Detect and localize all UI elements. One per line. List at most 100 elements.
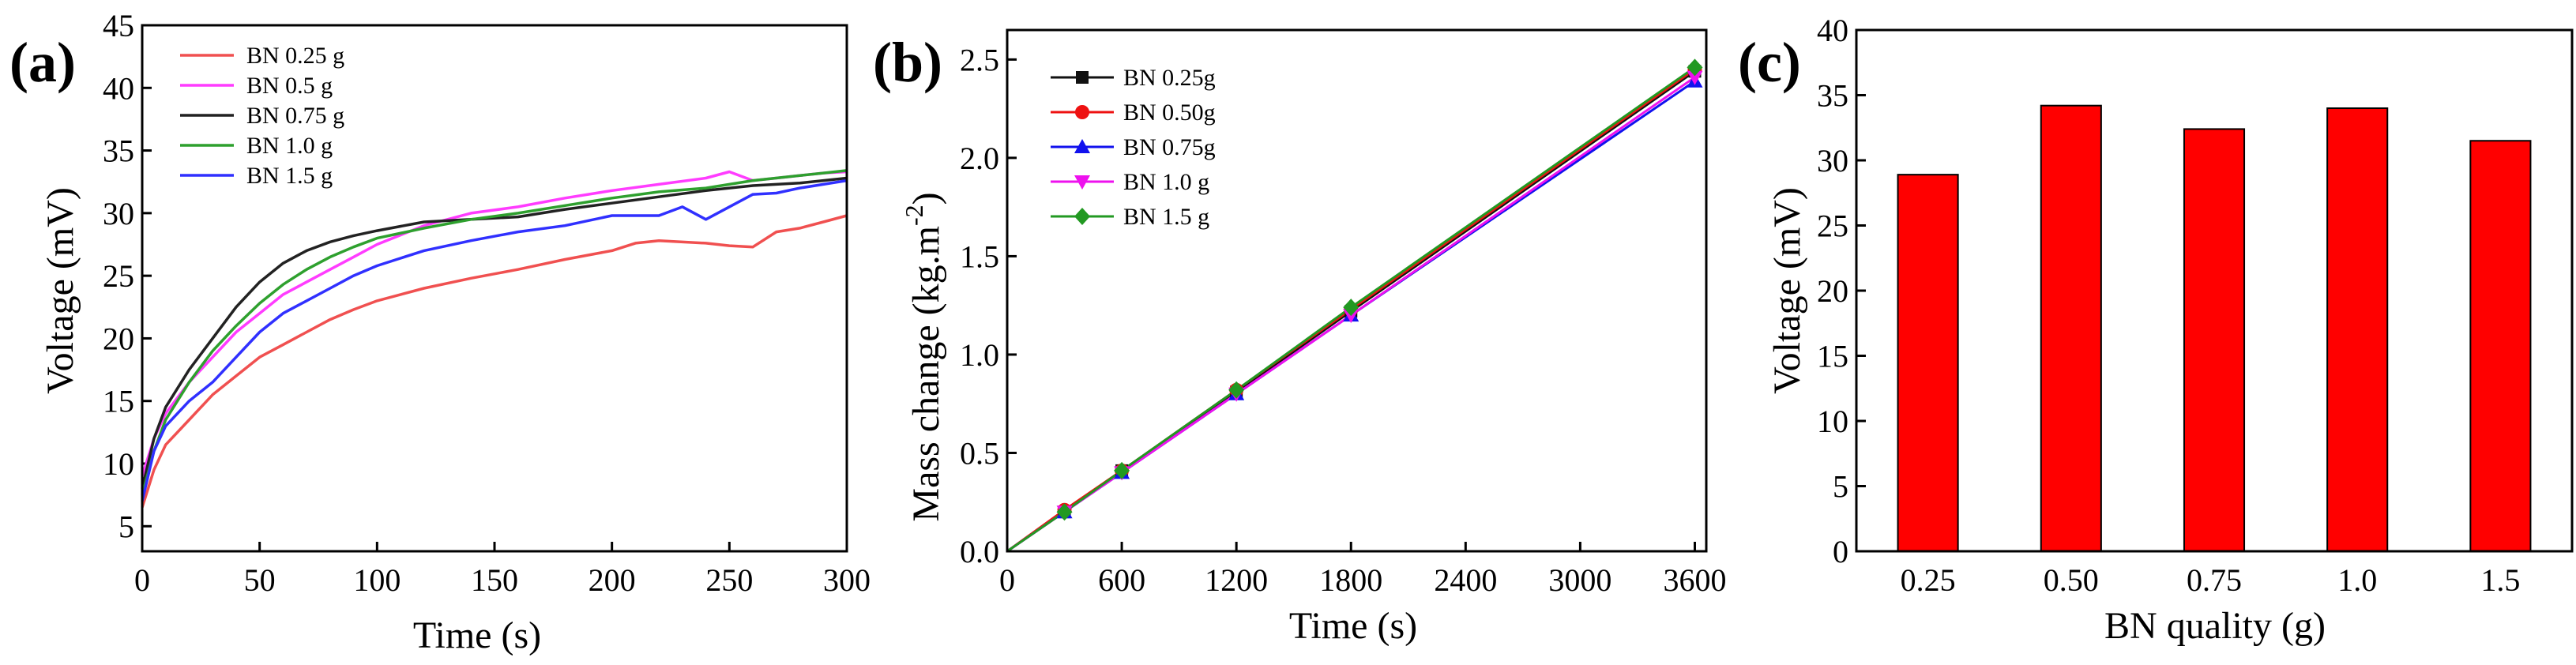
legend-label-1: BN 0.25 g xyxy=(246,43,344,69)
bar-0.25 xyxy=(1897,174,1959,552)
x-tick-label: 2400 xyxy=(1434,562,1497,598)
panel-b-legend: BN 0.25g BN 0.50g BN 0.75g BN 1.0 g BN 1.5 g xyxy=(1051,65,1216,230)
x-tick-label: 150 xyxy=(471,562,518,598)
x-tick-label: 300 xyxy=(823,562,871,598)
panel-c-y-axis-title: Voltage (mV) xyxy=(1766,187,1808,394)
panel-b-label: (b) xyxy=(873,31,942,94)
y-tick-label: 40 xyxy=(103,70,134,106)
series-5-point xyxy=(1056,503,1073,521)
y-tick-label: 2.5 xyxy=(960,42,999,77)
legend-label-4: BN 1.0 g xyxy=(1123,169,1209,195)
legend-marker-4 xyxy=(1074,175,1090,190)
x-tick-label: 3000 xyxy=(1548,562,1611,598)
x-tick-label: 0.75 xyxy=(2187,562,2242,598)
x-tick-label: 0.25 xyxy=(1901,562,1956,598)
bar-0.75 xyxy=(2183,128,2246,552)
series-line-1 xyxy=(141,214,848,509)
panel-c-label: (c) xyxy=(1738,31,1801,94)
legend-label-5: BN 1.5 g xyxy=(246,163,333,189)
x-tick-label: 600 xyxy=(1098,562,1145,598)
y-tick-label: 0.5 xyxy=(960,435,999,471)
panel-b-y-axis-title-sup: -2 xyxy=(900,205,928,226)
panel-b-series xyxy=(1006,58,1703,553)
bar-1.0 xyxy=(2326,107,2389,552)
y-tick-label: 30 xyxy=(103,196,134,231)
y-tick-label: 25 xyxy=(103,258,134,294)
panel-c-frame xyxy=(1855,28,2574,553)
panel-b-y-axis-title-main: Mass change (kg.m xyxy=(905,226,947,522)
y-tick-label: 35 xyxy=(103,133,134,169)
series-5-point xyxy=(1114,461,1130,479)
series-5-point xyxy=(1228,381,1245,399)
panel-b-x-axis-title: Time (s) xyxy=(1289,605,1417,647)
panel-b-ticks: 0 600 1200 1800 2400 3000 3600 0.0 0.5 1.0 1.5 2.0 2… xyxy=(960,42,1726,598)
panel-c-x-axis-title: BN quality (g) xyxy=(2104,605,2326,647)
y-tick-label: 5 xyxy=(1833,469,1848,505)
bar-1.5 xyxy=(2469,140,2532,552)
panel-b-y-axis-title: Mass change (kg.m-2) xyxy=(900,192,947,521)
panel-a-x-axis-title: Time (s) xyxy=(413,614,541,656)
y-tick-label: 25 xyxy=(1817,209,1848,244)
legend-marker-5 xyxy=(1074,208,1090,225)
x-tick-label: 1.5 xyxy=(2480,562,2520,598)
y-tick-label: 10 xyxy=(103,446,134,482)
bar-0.50 xyxy=(2040,104,2102,552)
panel-a-frame xyxy=(141,24,848,553)
y-tick-label: 1.5 xyxy=(960,239,999,274)
y-tick-label: 0 xyxy=(1833,534,1848,569)
legend-label-1: BN 0.25g xyxy=(1123,65,1216,91)
series-line-5 xyxy=(1006,66,1696,553)
y-tick-label: 1.0 xyxy=(960,337,999,373)
legend-label-5: BN 1.5 g xyxy=(1123,204,1209,230)
x-tick-label: 200 xyxy=(589,562,636,598)
legend-label-3: BN 0.75g xyxy=(1123,134,1216,160)
panel-a-ticks: 0 50 100 150 200 250 300 5 10 15 20 25 30 35 40 45 xyxy=(103,8,871,598)
panel-a-series xyxy=(141,169,848,509)
y-tick-label: 40 xyxy=(1817,13,1848,48)
x-tick-label: 1200 xyxy=(1205,562,1268,598)
legend-marker-2 xyxy=(1075,105,1089,119)
y-tick-label: 15 xyxy=(103,384,134,419)
x-tick-label: 1.0 xyxy=(2337,562,2377,598)
series-5-point xyxy=(1687,58,1703,77)
legend-label-3: BN 0.75 g xyxy=(246,103,344,129)
x-tick-label: 250 xyxy=(705,562,753,598)
series-line-5 xyxy=(141,178,848,502)
y-tick-label: 45 xyxy=(103,8,134,43)
y-tick-label: 2.0 xyxy=(960,141,999,176)
panel-a-y-axis-title: Voltage (mV) xyxy=(39,187,81,394)
x-tick-label: 100 xyxy=(353,562,401,598)
panel-c-ticks: 0 5 10 15 20 25 30 35 40 0.25 0.50 0.75 1.0 1.5 xyxy=(1817,13,2520,598)
legend-label-4: BN 1.0 g xyxy=(246,133,333,159)
panel-a-legend: BN 0.25 g BN 0.5 g BN 0.75 g BN 1.0 g BN 1.5… xyxy=(180,43,344,189)
panel-b-frame xyxy=(1006,28,1708,553)
series-line-4 xyxy=(141,169,848,496)
series-5-point xyxy=(1343,299,1359,317)
y-tick-label: 35 xyxy=(1817,78,1848,114)
panel-c: (c) Voltage (mV) BN quality (g) 0 5 10 15 20… xyxy=(1738,13,2574,647)
panel-b-y-axis-title-suffix: ) xyxy=(905,192,947,205)
x-tick-label: 0 xyxy=(999,562,1015,598)
panel-c-bars xyxy=(1897,104,2532,552)
legend-marker-3 xyxy=(1074,139,1090,153)
y-tick-label: 5 xyxy=(118,509,134,544)
x-tick-label: 1800 xyxy=(1319,562,1382,598)
series-line-3 xyxy=(141,176,848,490)
y-tick-label: 30 xyxy=(1817,143,1848,178)
panel-a-label: (a) xyxy=(9,31,76,94)
y-tick-label: 15 xyxy=(1817,339,1848,374)
series-4-point xyxy=(1687,70,1703,85)
y-tick-label: 10 xyxy=(1817,404,1848,439)
panel-b: (b) Mass change (kg.m-2) Time (s) 0 600 12… xyxy=(873,28,1726,647)
x-tick-label: 0.50 xyxy=(2044,562,2099,598)
x-tick-label: 0 xyxy=(134,562,150,598)
panel-a: (a) Voltage (mV) Time (s) 0 50 100 150 200 25… xyxy=(9,8,871,656)
x-tick-label: 50 xyxy=(244,562,276,598)
x-tick-label: 3600 xyxy=(1663,562,1726,598)
y-tick-label: 0.0 xyxy=(960,534,999,569)
legend-label-2: BN 0.5 g xyxy=(246,73,333,99)
legend-marker-1 xyxy=(1076,71,1089,84)
y-tick-label: 20 xyxy=(1817,273,1848,309)
legend-label-2: BN 0.50g xyxy=(1123,100,1216,126)
